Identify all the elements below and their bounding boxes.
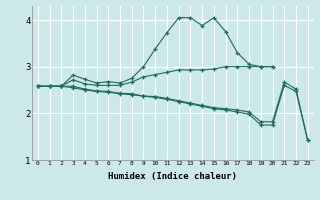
X-axis label: Humidex (Indice chaleur): Humidex (Indice chaleur) [108, 172, 237, 181]
